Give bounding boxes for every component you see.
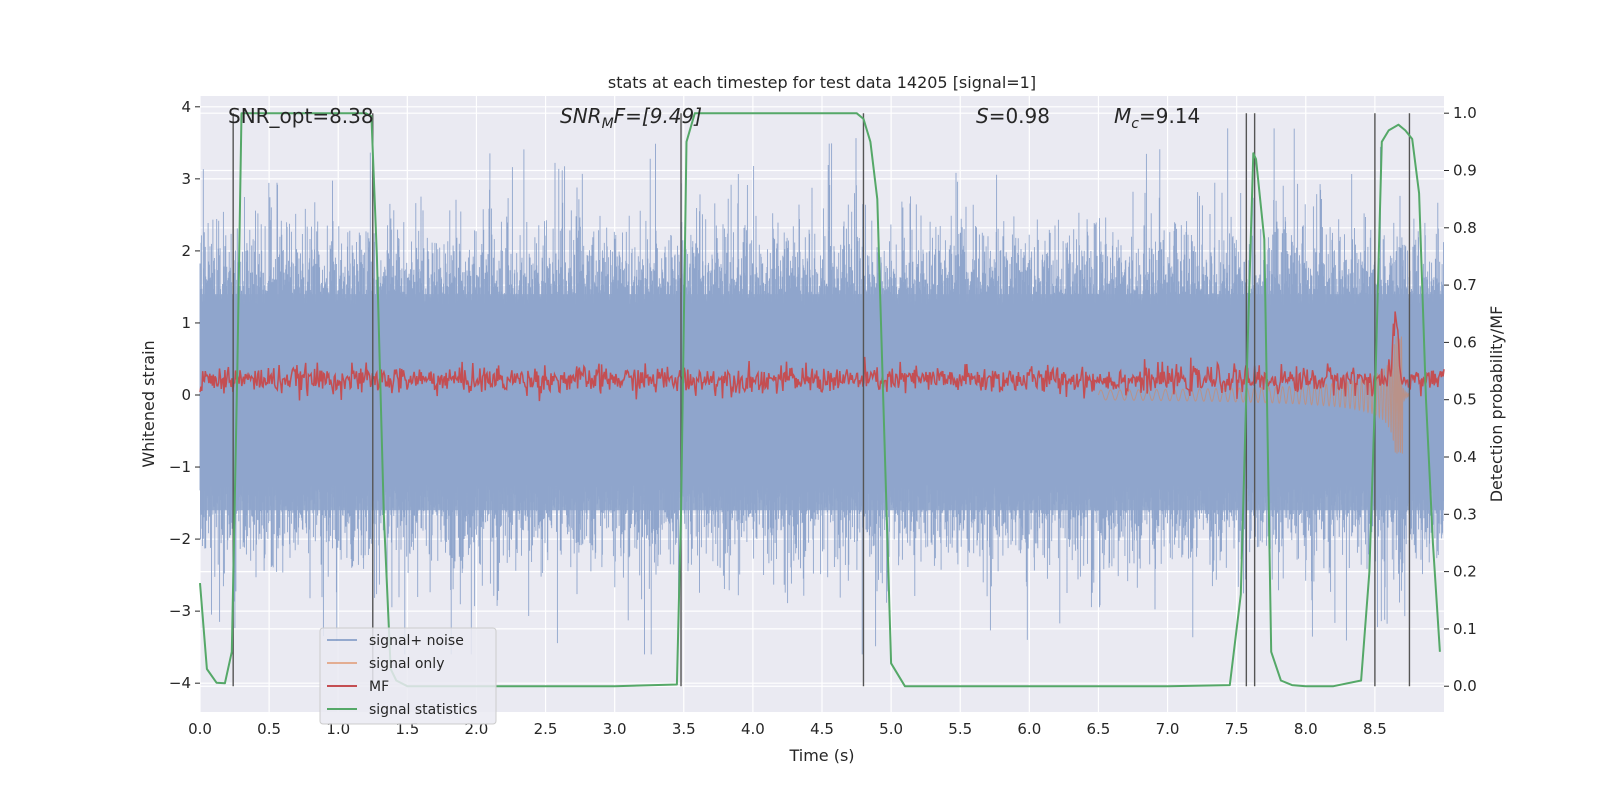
y-right-tick-label: 0.5 (1453, 391, 1477, 409)
x-tick-label: 4.5 (810, 720, 834, 738)
x-axis-label: Time (s) (788, 746, 854, 765)
y-right-tick-label: 0.2 (1453, 563, 1477, 581)
x-axis-ticks: 0.0 0.5 1.0 1.5 2.0 2.5 3.0 3.5 4.0 4.5 5.0 5.5 6.0 6… (188, 720, 1387, 738)
y-right-tick-label: 0.4 (1453, 448, 1477, 466)
x-tick-label: 2.5 (534, 720, 558, 738)
x-tick-label: 0.0 (188, 720, 212, 738)
y-right-tick-label: 0.7 (1453, 276, 1477, 294)
signal-statistics-series (199, 112, 1441, 688)
chart-title: stats at each timestep for test data 142… (608, 73, 1036, 92)
y-left-tick-label: −3 (169, 602, 191, 620)
y-right-tick-label: 0.8 (1453, 219, 1477, 237)
y-left-tick-label: 4 (181, 98, 191, 116)
legend-label-signal-only: signal only (369, 656, 444, 672)
x-tick-label: 4.0 (741, 720, 765, 738)
annotation-snr-mf: SNRMF=[9.49] (560, 104, 702, 132)
legend: signal+ noise signal only MF signal stat… (319, 627, 497, 725)
y-right-axis-label: Detection probability/MF (1487, 306, 1506, 503)
x-tick-label: 5.0 (879, 720, 903, 738)
x-tick-label: 7.0 (1156, 720, 1180, 738)
y-right-tick-label: 0.9 (1453, 161, 1477, 179)
mf-trace (199, 311, 1445, 402)
y-left-tick-label: −1 (169, 458, 191, 476)
y-left-tick-label: 2 (181, 242, 191, 260)
legend-label-signal-statistics: signal statistics (369, 702, 477, 718)
x-tick-label: 3.0 (603, 720, 627, 738)
x-tick-label: 6.0 (1017, 720, 1041, 738)
signal-statistics-line (199, 112, 1441, 688)
x-tick-label: 8.0 (1294, 720, 1318, 738)
legend-box (319, 627, 497, 725)
annotation-mc: Mc=9.14 (1114, 104, 1200, 132)
signal-noise-series (199, 128, 1444, 655)
y-right-tick-label: 0.3 (1453, 505, 1477, 523)
y-left-tick-label: 0 (181, 386, 191, 404)
y-left-tick-label: −4 (169, 674, 191, 692)
x-tick-label: 5.5 (948, 720, 972, 738)
y-left-tick-label: −2 (169, 530, 191, 548)
y-right-tick-label: 0.1 (1453, 620, 1477, 638)
mf-series (199, 311, 1445, 402)
y-left-axis-ticks: −4 −3 −2 −1 0 1 2 3 4 (169, 98, 200, 692)
y-right-axis-ticks: 0.0 0.1 0.2 0.3 0.4 0.5 0.6 0.7 0.8 0.9 1.0 (1444, 104, 1477, 695)
x-tick-label: 8.5 (1363, 720, 1387, 738)
annotation-snr-opt: SNR_opt=8.38 (228, 104, 374, 128)
y-right-tick-label: 1.0 (1453, 104, 1477, 122)
legend-label-mf: MF (369, 679, 389, 695)
y-left-tick-label: 3 (181, 170, 191, 188)
y-right-tick-label: 0.6 (1453, 333, 1477, 351)
annotation-s: S=0.98 (976, 104, 1050, 128)
y-right-tick-label: 0.0 (1453, 677, 1477, 695)
x-tick-label: 0.5 (257, 720, 281, 738)
y-left-tick-label: 1 (181, 314, 191, 332)
x-tick-label: 3.5 (672, 720, 696, 738)
legend-label-signal-noise: signal+ noise (369, 633, 464, 649)
x-tick-label: 7.5 (1225, 720, 1249, 738)
y-left-axis-label: Whitened strain (139, 340, 158, 467)
x-tick-label: 6.5 (1087, 720, 1111, 738)
